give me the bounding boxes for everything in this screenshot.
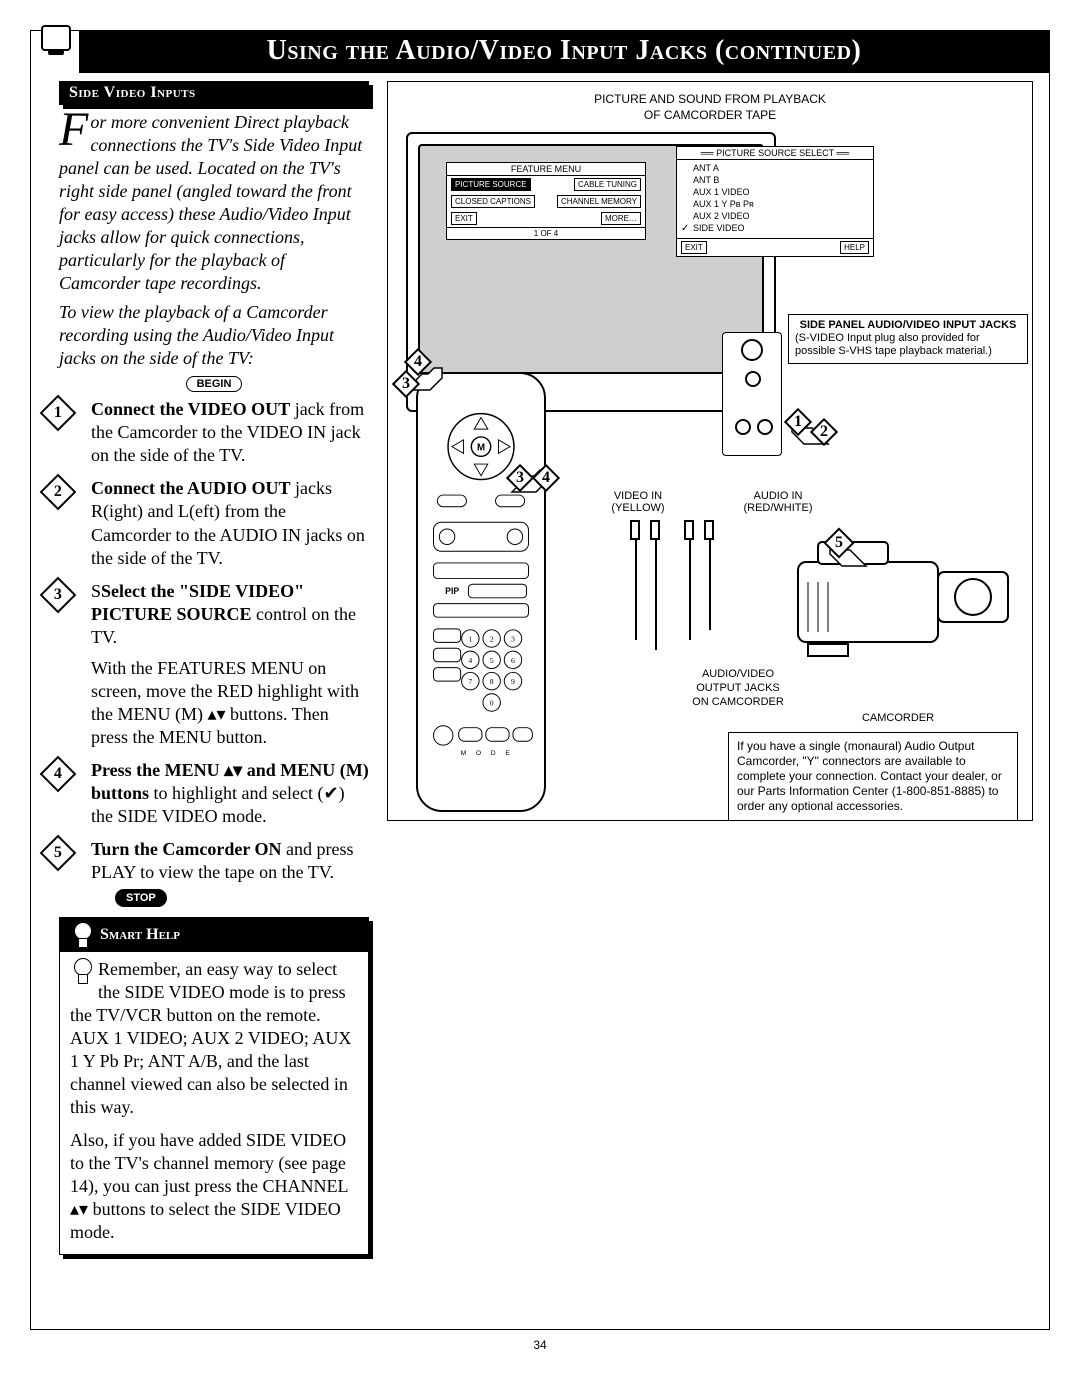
svg-text:4: 4	[468, 656, 472, 665]
camcorder-illustration	[788, 522, 1018, 672]
smart-p2: Also, if you have added SIDE VIDEO to th…	[70, 1129, 358, 1244]
video-in-label: VIDEO IN (YELLOW)	[588, 490, 688, 514]
svg-text:1: 1	[468, 634, 472, 643]
pss-aux1-video: AUX 1 VIDEO	[693, 186, 867, 198]
dropcap: F	[59, 111, 90, 149]
plug-3	[684, 520, 694, 540]
cable-4	[709, 540, 711, 630]
pss-title: ══ PICTURE SOURCE SELECT ══	[677, 147, 873, 160]
side-panel-body: (S-VIDEO Input plug also provided for po…	[795, 332, 992, 357]
svg-text:7: 7	[468, 677, 472, 686]
side-video-heading: Side Video Inputs	[59, 81, 369, 105]
step-num-1: 1	[40, 395, 77, 432]
fm-cable-tuning: CABLE TUNING	[574, 178, 641, 191]
side-panel-box: SIDE PANEL AUDIO/VIDEO INPUT JACKS (S-VI…	[788, 314, 1028, 364]
diagram-top-label-1: PICTURE AND SOUND FROM PLAYBACK	[388, 92, 1032, 106]
step-2-bold: Connect the AUDIO OUT	[91, 478, 291, 498]
side-jack-panel	[722, 332, 782, 456]
pss-help: HELP	[840, 241, 869, 254]
step-1-bold: Connect the VIDEO OUT	[91, 399, 290, 419]
step-1: 1 Connect the VIDEO OUT jack from the Ca…	[59, 398, 369, 467]
svg-text:M O D E: M O D E	[461, 750, 514, 757]
stop-label: STOP	[115, 889, 167, 907]
svg-text:9: 9	[511, 677, 515, 686]
audio-in-l-jack	[735, 419, 751, 435]
plug-4	[704, 520, 714, 540]
intro-p2: To view the playback of a Camcorder reco…	[59, 301, 369, 370]
svideo-jack	[741, 339, 763, 361]
av-out-3: ON CAMCORDER	[658, 696, 818, 708]
lightbulb-icon-inline	[70, 956, 94, 986]
pss-ant-a: ANT A	[693, 162, 867, 174]
page-number: 34	[30, 1338, 1050, 1352]
begin-label: BEGIN	[186, 376, 243, 392]
step-4: 4 Press the MENU ▴▾ and MENU (M) buttons…	[59, 759, 369, 828]
smart-help-label: Smart Help	[100, 925, 180, 945]
svg-text:0: 0	[490, 698, 494, 707]
audio-in-r-jack	[757, 419, 773, 435]
step-num-5: 5	[40, 834, 77, 871]
svg-text:8: 8	[490, 677, 494, 686]
feature-menu: FEATURE MENU PICTURE SOURCE CABLE TUNING…	[446, 162, 646, 240]
svg-text:5: 5	[490, 656, 494, 665]
diagram-top-label-2: OF CAMCORDER TAPE	[388, 108, 1032, 122]
video-in-jack	[745, 371, 761, 387]
plug-1	[630, 520, 640, 540]
pss-aux2-video: AUX 2 VIDEO	[693, 210, 867, 222]
page-title-bar: Using the Audio/Video Input Jacks (conti…	[79, 31, 1049, 73]
fm-exit: EXIT	[451, 212, 477, 225]
cable-2	[655, 540, 657, 650]
lightbulb-icon	[70, 920, 94, 950]
step-3: 3 SSelect the "SIDE VIDEO" PICTURE SOURC…	[59, 580, 369, 749]
smart-p1: Remember, an easy way to select the SIDE…	[70, 959, 351, 1117]
svg-text:3: 3	[511, 634, 515, 643]
camcorder-label: CAMCORDER	[838, 712, 958, 724]
side-panel-title: SIDE PANEL AUDIO/VIDEO INPUT JACKS	[795, 319, 1021, 332]
cable-3	[689, 540, 691, 640]
step-5: 5 Turn the Camcorder ON and press PLAY t…	[59, 838, 369, 907]
tv-page-icon	[41, 25, 71, 51]
svg-text:6: 6	[511, 656, 515, 665]
cable-1	[635, 540, 637, 640]
feature-menu-title: FEATURE MENU	[447, 163, 645, 176]
fm-footer: 1 OF 4	[447, 227, 645, 239]
step-5-bold: Turn the Camcorder ON	[91, 839, 282, 859]
step-3-extra: With the FEATURES MENU on screen, move t…	[91, 657, 369, 749]
step-num-2: 2	[40, 474, 77, 511]
pss-ant-b: ANT B	[693, 174, 867, 186]
remote-illustration: M PIP	[416, 372, 546, 812]
plug-2	[650, 520, 660, 540]
fm-closed-captions: CLOSED CAPTIONS	[451, 195, 535, 208]
pss-aux1-ypbpr: AUX 1 Y Pʙ Pʀ	[693, 198, 867, 210]
svg-text:2: 2	[490, 634, 494, 643]
step-2: 2 Connect the AUDIO OUT jacks R(ight) an…	[59, 477, 369, 569]
fm-channel-memory: CHANNEL MEMORY	[557, 195, 641, 208]
svg-text:PIP: PIP	[445, 586, 459, 596]
smart-help-heading: Smart Help	[60, 918, 368, 952]
connection-diagram: PICTURE AND SOUND FROM PLAYBACK OF CAMCO…	[387, 81, 1033, 821]
intro-p1: or more convenient Direct playback conne…	[59, 112, 362, 293]
audio-in-label: AUDIO IN (RED/WHITE)	[718, 490, 838, 514]
picture-source-select: ══ PICTURE SOURCE SELECT ══ ANT A ANT B …	[676, 146, 874, 257]
av-out-2: OUTPUT JACKS	[658, 682, 818, 694]
fm-more: MORE…	[601, 212, 641, 225]
pss-side-video: SIDE VIDEO	[693, 222, 867, 234]
step-num-3: 3	[40, 576, 77, 613]
svg-text:M: M	[477, 442, 485, 453]
pss-exit: EXIT	[681, 241, 707, 254]
step-num-4: 4	[40, 755, 77, 792]
fm-picture-source: PICTURE SOURCE	[451, 178, 531, 191]
y-connector-help: If you have a single (monaural) Audio Ou…	[728, 732, 1018, 821]
